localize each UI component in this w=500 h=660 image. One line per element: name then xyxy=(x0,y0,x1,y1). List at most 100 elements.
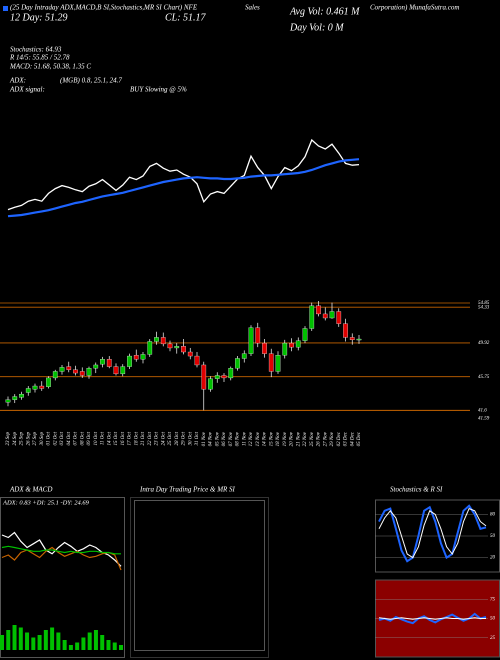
date-label: 15 Nov xyxy=(269,431,274,446)
close-line xyxy=(7,138,360,211)
candle-body xyxy=(32,385,38,390)
date-label: 08 Nov xyxy=(236,431,241,446)
macd-bar xyxy=(12,625,17,650)
date-label: 06 Nov xyxy=(222,431,227,446)
candle-body xyxy=(66,366,72,370)
macd-bar xyxy=(6,630,11,650)
candle-body xyxy=(106,359,112,367)
date-label: 21 Oct xyxy=(141,431,146,445)
date-label: 25 Sep xyxy=(20,432,25,446)
day: 12 Day: 51.29 xyxy=(10,12,68,23)
date-label: 10 Oct xyxy=(94,431,99,445)
panel-title: Stochastics & R SI xyxy=(390,486,443,494)
candle-body xyxy=(59,367,65,372)
candle-body xyxy=(160,337,166,345)
candle-body xyxy=(295,340,301,348)
candle-body xyxy=(268,353,274,372)
date-label: 31 Oct xyxy=(195,431,200,445)
candle-body xyxy=(275,355,281,372)
indicator-line xyxy=(1,531,122,567)
candle-body xyxy=(93,364,99,369)
y-tick-label: 75 xyxy=(490,597,496,602)
macd-bar xyxy=(68,645,73,650)
date-label: 21 Nov xyxy=(296,431,301,446)
candle-body xyxy=(248,327,254,354)
y-tick-label: 25 xyxy=(490,636,496,641)
panel-subtitle: ADX: 0.83 +DI: 25.1 -DY: 24.69 xyxy=(2,499,90,506)
rsi-text: R 14/5: 55.85 / 52.78 xyxy=(9,54,70,62)
date-label: 07 Oct xyxy=(74,431,79,445)
logo xyxy=(3,6,8,11)
level-label: 41.6 xyxy=(478,408,487,413)
date-label: 22 Oct xyxy=(148,431,153,445)
date-label: 30 Sep xyxy=(40,432,45,446)
macd-bar xyxy=(81,637,86,650)
candle-body xyxy=(86,368,92,376)
date-label: 29 Nov xyxy=(330,431,335,446)
date-label: 12 Nov xyxy=(249,431,254,446)
date-label: 01 Nov xyxy=(202,431,207,446)
candle-body xyxy=(181,346,186,353)
candle-body xyxy=(46,377,51,387)
candle-body xyxy=(356,338,362,341)
date-label: 04 Nov xyxy=(209,431,214,446)
candle-body xyxy=(140,354,146,360)
date-label: 05 Dec xyxy=(357,431,362,446)
indicator-line xyxy=(378,617,486,620)
date-label: 15 Oct xyxy=(114,431,119,445)
macd-bar xyxy=(0,635,4,650)
date-label: 17 Oct xyxy=(128,431,133,445)
level-label: 54.33 xyxy=(478,305,490,310)
candle-body xyxy=(349,337,355,341)
date-label: 24 Oct xyxy=(161,431,166,445)
candle-body xyxy=(154,337,159,342)
date-label: 07 Nov xyxy=(229,431,234,446)
date-label: 11 Oct xyxy=(101,431,106,445)
candle-body xyxy=(133,355,139,360)
mgb-text: (MGB) 0.8, 25.1, 24.7 xyxy=(60,77,122,85)
date-label: 18 Nov xyxy=(276,431,281,446)
candle-body xyxy=(309,305,315,329)
date-label: 14 Nov xyxy=(263,431,268,446)
date-label: 23 Oct xyxy=(155,431,160,445)
panel-title: Intra Day Trading Price & MR SI xyxy=(139,486,236,494)
candle-body xyxy=(73,369,78,374)
candle-body xyxy=(194,355,200,366)
level-label: 49.92 xyxy=(478,341,490,346)
candle-body xyxy=(289,342,294,348)
candle-body xyxy=(343,323,348,338)
date-label: 27 Sep xyxy=(33,432,38,446)
panel xyxy=(130,497,269,658)
candle-body xyxy=(201,364,207,390)
y-tick-label: 20 xyxy=(490,556,496,561)
date-label: 01 Oct xyxy=(47,431,52,445)
candle-body xyxy=(127,355,132,367)
macd-text: MACD: 51.68, 50.38, 1.35 C xyxy=(9,63,91,71)
date-label: 23 Sep xyxy=(6,432,11,446)
date-label: 03 Oct xyxy=(60,431,65,445)
indicator-line xyxy=(1,546,122,571)
level-label: 45.75 xyxy=(478,375,490,380)
macd-bar xyxy=(56,632,61,650)
header-text: Corporation) MunafaSutra.com xyxy=(370,4,459,12)
date-label: 05 Nov xyxy=(215,431,220,446)
macd-bar xyxy=(87,632,92,650)
date-label: 27 Nov xyxy=(323,431,328,446)
macd-bar xyxy=(106,640,111,650)
date-label: 25 Oct xyxy=(168,431,173,445)
candle-body xyxy=(39,385,45,389)
candle-body xyxy=(214,375,220,379)
candle-body xyxy=(255,327,261,344)
candle-body xyxy=(5,399,11,403)
candle-body xyxy=(79,371,85,376)
date-label: 30 Oct xyxy=(188,431,193,445)
date-label: 25 Nov xyxy=(310,431,315,446)
date-label: 04 Oct xyxy=(67,431,72,445)
level-label: 41.59 xyxy=(478,417,490,422)
macd-bar xyxy=(119,645,123,650)
candle-body xyxy=(167,343,173,349)
candle-body xyxy=(25,388,31,393)
signal-text: BUY Slowing @ 5% xyxy=(130,86,187,94)
candle-body xyxy=(187,351,193,357)
